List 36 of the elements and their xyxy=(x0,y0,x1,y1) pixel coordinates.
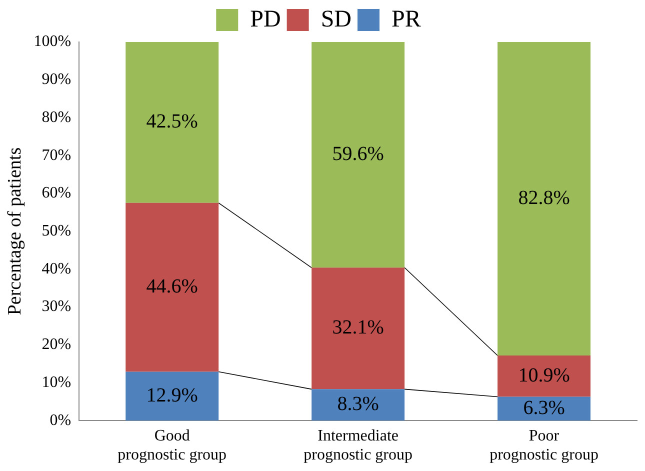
y-tick-label: 30% xyxy=(42,298,72,316)
y-tick-label: 20% xyxy=(42,336,72,354)
bar xyxy=(498,355,591,397)
y-tick-label: 40% xyxy=(42,260,72,278)
bar xyxy=(498,42,591,356)
y-tick-label: 90% xyxy=(42,71,72,88)
legend-label: PD xyxy=(250,6,281,32)
data-label: 12.9% xyxy=(146,384,198,406)
data-label: 59.6% xyxy=(332,143,384,166)
bar xyxy=(126,372,219,421)
data-label: 8.3% xyxy=(337,393,379,416)
x-tick-label: Good prognostic group xyxy=(118,427,227,464)
y-tick-label: 80% xyxy=(42,108,72,126)
data-label: 10.9% xyxy=(518,364,570,386)
data-label: 6.3% xyxy=(523,396,565,419)
legend-label: PR xyxy=(392,6,421,32)
data-label: 44.6% xyxy=(146,276,198,298)
bar xyxy=(498,396,591,421)
data-label: 32.1% xyxy=(332,316,384,339)
bar xyxy=(312,268,405,390)
y-tick-label: 10% xyxy=(42,374,72,391)
bar xyxy=(126,42,219,203)
x-tick-label: Intermediate prognostic group xyxy=(304,427,412,464)
y-tick-label: 0% xyxy=(50,412,72,429)
y-tick-label: 70% xyxy=(42,146,72,164)
bar xyxy=(126,202,219,372)
y-tick-label: 60% xyxy=(42,184,72,202)
legend-label: SD xyxy=(320,6,352,32)
x-tick-label: Poor prognostic group xyxy=(490,427,598,464)
bar xyxy=(312,389,405,421)
y-tick-label: 50% xyxy=(42,222,72,240)
bar xyxy=(312,42,405,268)
data-label: 42.5% xyxy=(146,110,198,133)
y-axis-title: Percentage of patients xyxy=(4,147,26,316)
data-label: 82.8% xyxy=(518,186,570,209)
y-tick-label: 100% xyxy=(34,33,72,50)
